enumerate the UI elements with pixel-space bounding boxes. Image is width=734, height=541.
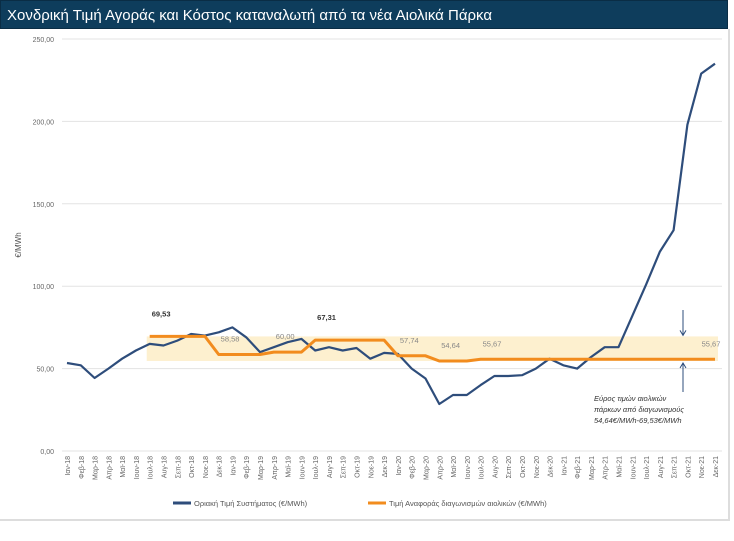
x-tick-label: Ιουλ-20: [479, 456, 486, 479]
x-tick-label: Ιαν-18: [65, 456, 72, 476]
x-tick-label: Αυγ-19: [327, 456, 334, 478]
data-label: 58,58: [221, 334, 240, 343]
x-tick-label: Νοε-21: [699, 456, 706, 478]
x-tick-label: Νοε-18: [203, 456, 210, 478]
data-label: 57,74: [400, 336, 419, 345]
arrow-up-icon: [679, 361, 687, 369]
x-tick-label: Ιουλ-19: [313, 456, 320, 479]
chart-frame: [0, 29, 730, 521]
x-tick-label: Απρ-19: [272, 456, 279, 480]
reference-price-line: [149, 334, 715, 363]
x-tick-label: Νοε-19: [368, 456, 375, 478]
data-label: 60,00: [276, 332, 295, 341]
x-tick-label: Ιουν-19: [299, 456, 306, 479]
x-tick-label: Αυγ-18: [162, 456, 169, 478]
x-tick-label: Ιουλ-18: [148, 456, 155, 479]
annotation-text: πάρκων από διαγωνισμούς: [594, 405, 684, 414]
annotation-text: 54,64€/MWh-69,53€/MWh: [594, 416, 682, 425]
x-tick-label: Ιουν-18: [134, 456, 141, 479]
x-tick-label: Φεβ-20: [410, 456, 417, 479]
y-tick-label: 200,00: [33, 119, 55, 126]
x-tick-label: Μαϊ-18: [120, 456, 127, 478]
y-tick-label: 0,00: [40, 449, 54, 456]
x-tick-label: Ιουλ-21: [644, 456, 651, 479]
y-tick-label: 250,00: [33, 37, 55, 44]
x-tick-label: Φεβ-19: [244, 456, 251, 479]
x-tick-label: Μαρ-21: [589, 456, 596, 480]
y-tick-label: 100,00: [33, 284, 55, 291]
x-tick-label: Ιουν-20: [465, 456, 472, 479]
x-tick-label: Φεβ-18: [79, 456, 86, 479]
x-tick-label: Μαϊ-19: [286, 456, 293, 478]
legend-label: Οριακή Τιμή Συστήματος (€/MWh): [194, 499, 308, 508]
x-tick-label: Απρ-18: [106, 456, 113, 480]
x-tick-label: Ιουν-21: [630, 456, 637, 479]
x-tick-label: Νοε-20: [534, 456, 541, 478]
x-tick-label: Απρ-21: [603, 456, 610, 480]
system-price-line: [66, 62, 716, 406]
x-tick-label: Ιαν-19: [230, 456, 237, 476]
x-tick-label: Σεπ-21: [672, 456, 679, 479]
chart-title: Χονδρική Τιμή Αγοράς και Κόστος καταναλω…: [0, 0, 728, 29]
x-tick-label: Μαρ-20: [423, 456, 430, 480]
legend-label: Τιμή Αναφοράς διαγωνισμών αιολικών (€/MW…: [389, 499, 547, 508]
x-tick-label: Οκτ-18: [189, 456, 196, 478]
x-tick-label: Οκτ-20: [520, 456, 527, 478]
data-label: 55,67: [483, 339, 502, 348]
x-tick-label: Απρ-20: [437, 456, 444, 480]
x-tick-label: Δεκ-19: [382, 456, 389, 478]
x-tick-label: Μαρ-19: [258, 456, 265, 480]
arrow-down-icon: [679, 330, 687, 337]
x-tick-label: Ιαν-21: [561, 456, 568, 476]
x-tick-label: Μαϊ-20: [451, 456, 458, 478]
x-tick-label: Φεβ-21: [575, 456, 582, 479]
data-label: 54,64: [441, 341, 460, 350]
data-label: 67,31: [317, 313, 336, 322]
x-tick-label: Δεκ-21: [713, 456, 720, 478]
x-tick-label: Αυγ-20: [492, 456, 499, 478]
x-tick-label: Μαρ-18: [93, 456, 100, 480]
y-tick-label: 150,00: [33, 202, 55, 209]
data-label: 69,53: [152, 309, 171, 318]
x-tick-label: Σεπ-19: [341, 456, 348, 479]
x-tick-label: Δεκ-20: [548, 456, 555, 478]
x-tick-label: Δεκ-18: [217, 456, 224, 478]
x-tick-label: Σεπ-18: [175, 456, 182, 479]
x-tick-label: Σεπ-20: [506, 456, 513, 479]
y-tick-label: 50,00: [36, 367, 54, 374]
x-tick-label: Οκτ-19: [355, 456, 362, 478]
x-tick-label: Οκτ-21: [685, 456, 692, 478]
x-tick-label: Ιαν-20: [396, 456, 403, 476]
y-axis-label: €/MWh: [14, 232, 23, 257]
annotation-text: Εύρος τιμών αιολικών: [594, 394, 667, 403]
x-tick-label: Αυγ-21: [658, 456, 665, 478]
x-tick-label: Μαϊ-21: [616, 456, 623, 478]
data-label: 55,67: [702, 339, 721, 348]
